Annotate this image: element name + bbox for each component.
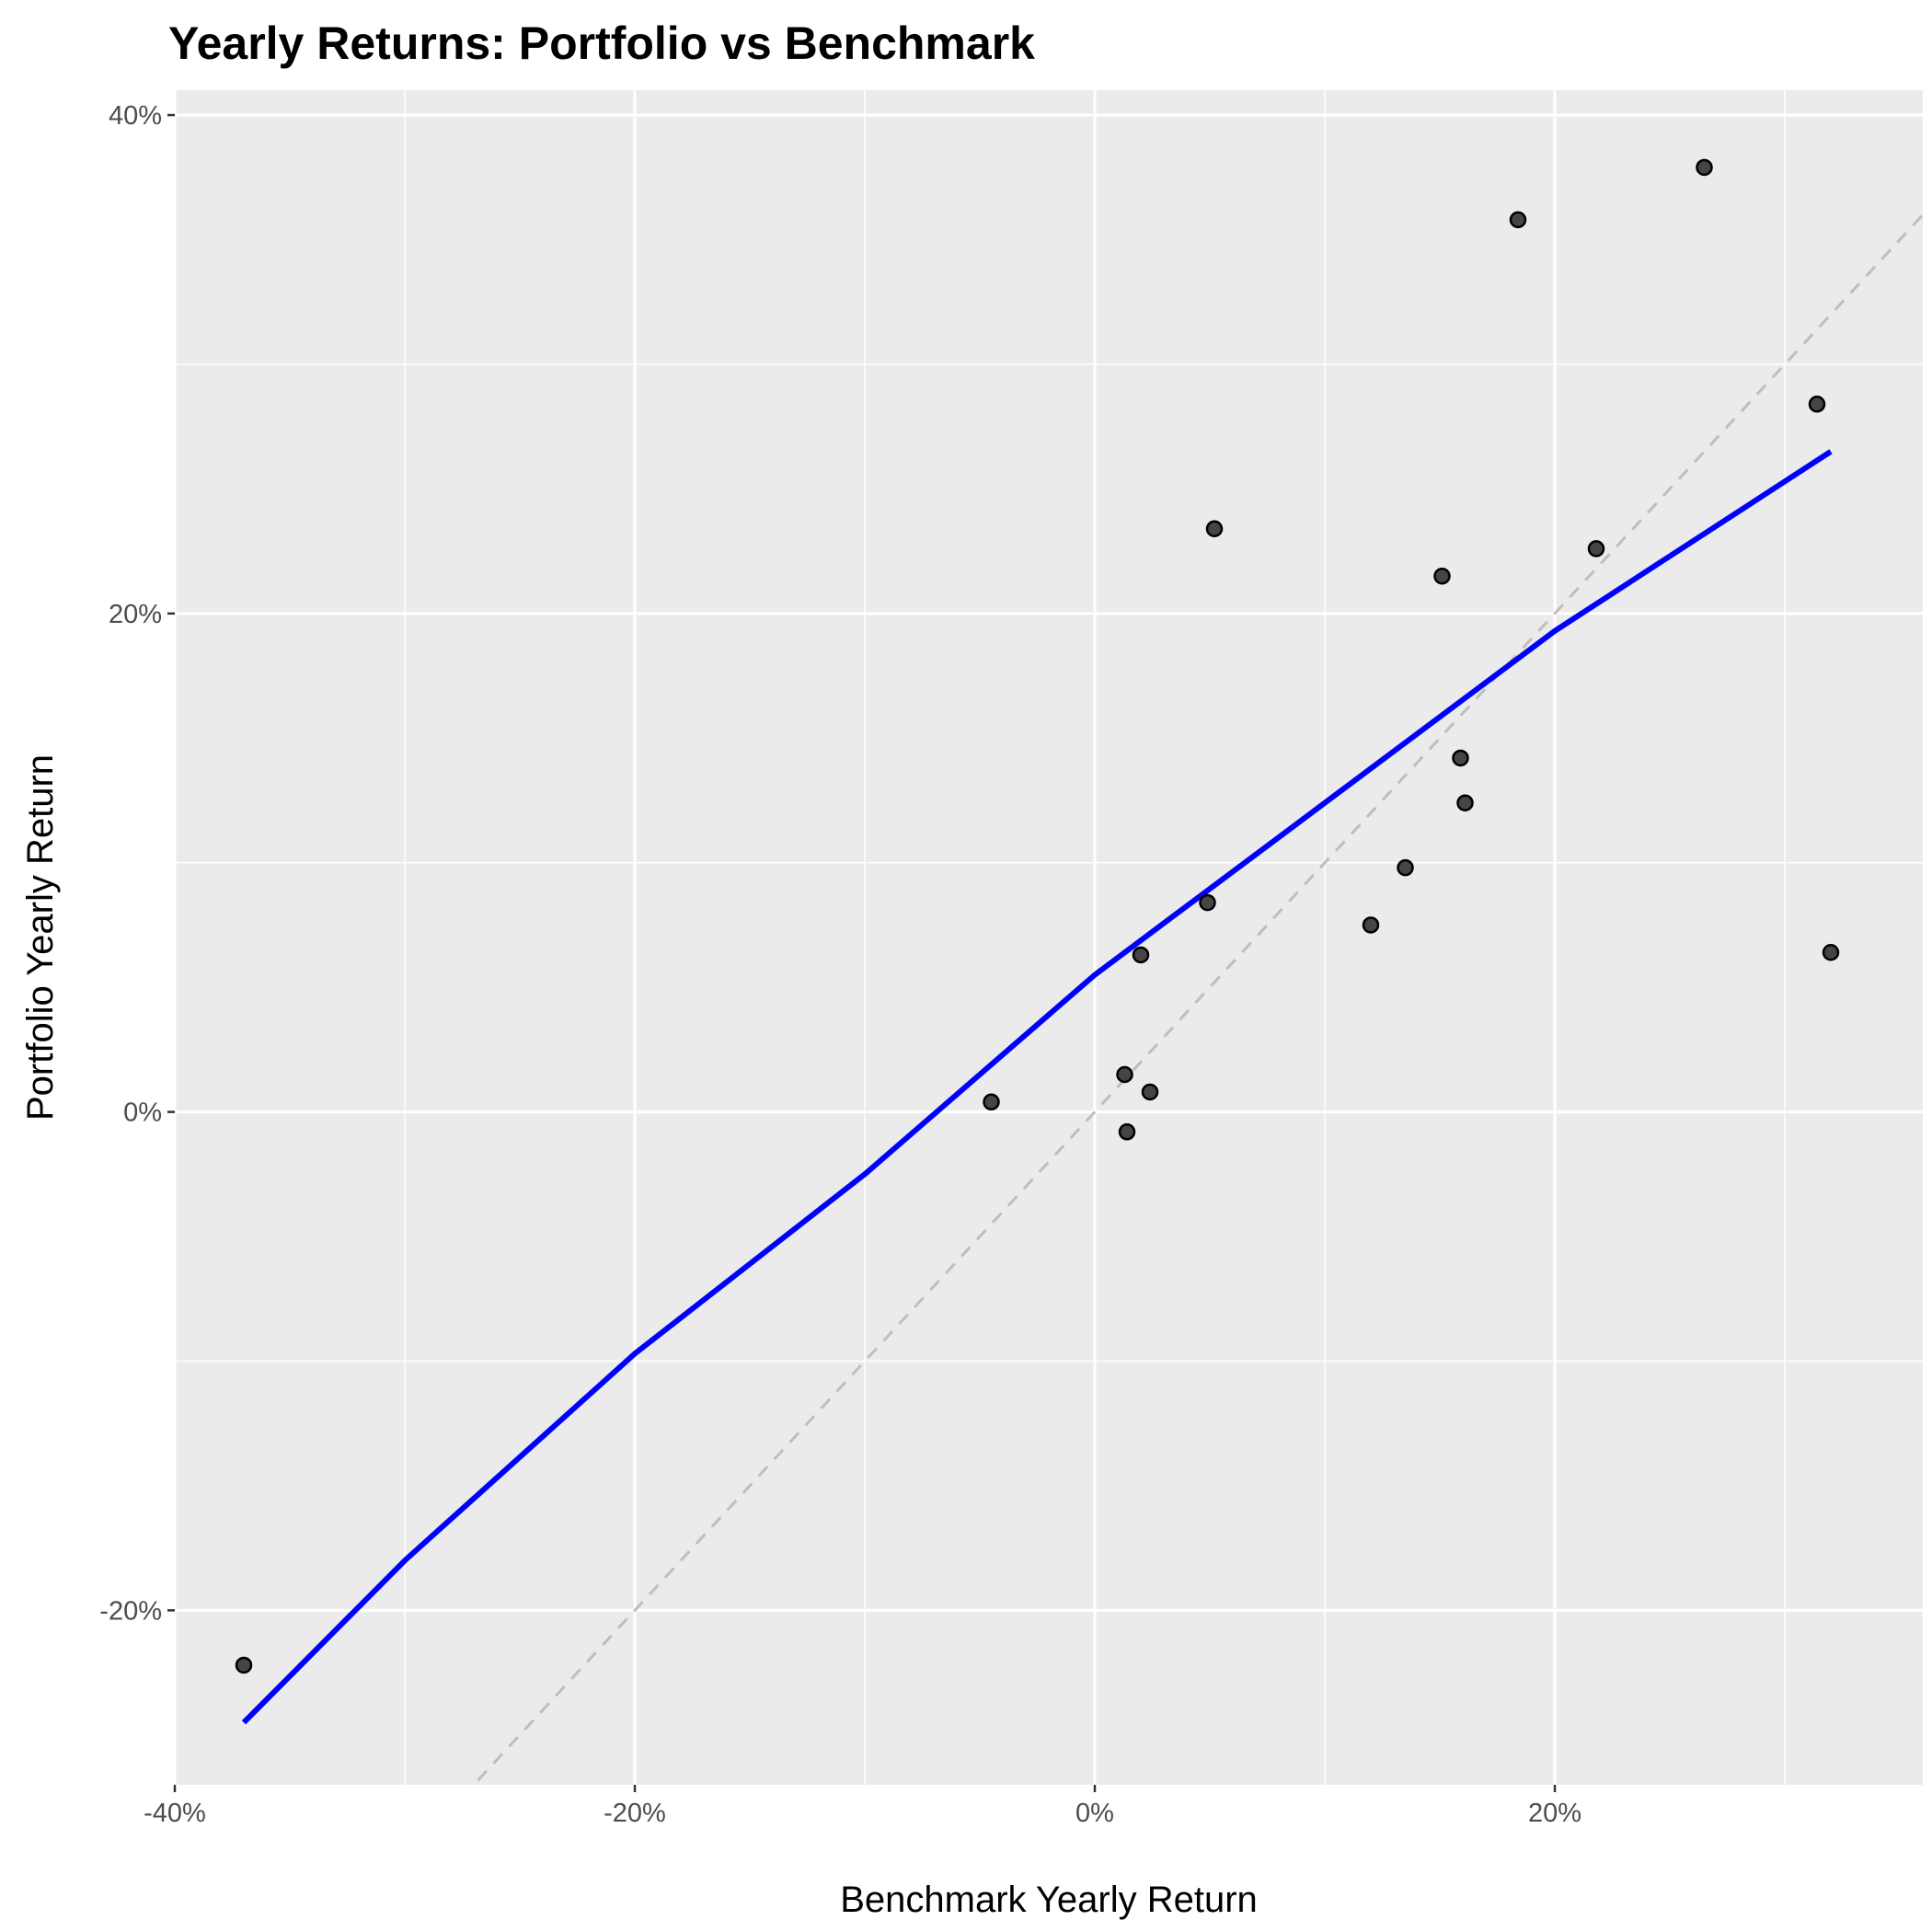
x-tick-label: 20% [1528,1799,1581,1828]
points-layer [235,158,1840,1674]
x-axis-ticks: -40% -20% 0% 20% [144,1785,1581,1828]
data-point [1808,396,1826,413]
data-point [1116,1065,1133,1084]
x-tick-label: 0% [1075,1799,1114,1828]
data-point [1199,893,1216,912]
x-axis-title: Benchmark Yearly Return [840,1880,1258,1920]
y-tick-label: 20% [109,600,162,629]
minor-gridlines [175,90,1923,1785]
y-axis-title: Portfolio Yearly Return [20,754,61,1121]
data-point [235,1656,253,1674]
data-point [1362,916,1380,934]
fit-line [241,449,1833,1725]
x-tick-label: -40% [144,1799,206,1828]
y-tick-label: 0% [123,1098,162,1128]
major-gridlines [173,90,1923,1785]
reference-line [471,213,1923,1785]
data-point [1132,946,1150,964]
data-point [1205,520,1224,538]
fit-line-layer [241,449,1833,1725]
data-point [1141,1083,1159,1101]
data-point [1587,540,1605,558]
reference-line-layer [471,213,1923,1785]
data-point [1397,858,1414,877]
data-point [983,1093,1000,1111]
y-tick-label: 40% [109,101,162,131]
data-point [1452,749,1469,767]
data-point [1696,158,1713,177]
data-point [1509,211,1527,229]
data-point [1118,1123,1136,1141]
data-point [1456,794,1474,811]
chart-title: Yearly Returns: Portfolio vs Benchmark [168,17,1035,69]
x-tick-label: -20% [604,1799,666,1828]
data-point [1822,944,1840,961]
data-point [1433,567,1451,585]
y-axis-ticks: -20% 0% 20% 40% [99,101,175,1626]
y-tick-label: -20% [99,1596,162,1626]
